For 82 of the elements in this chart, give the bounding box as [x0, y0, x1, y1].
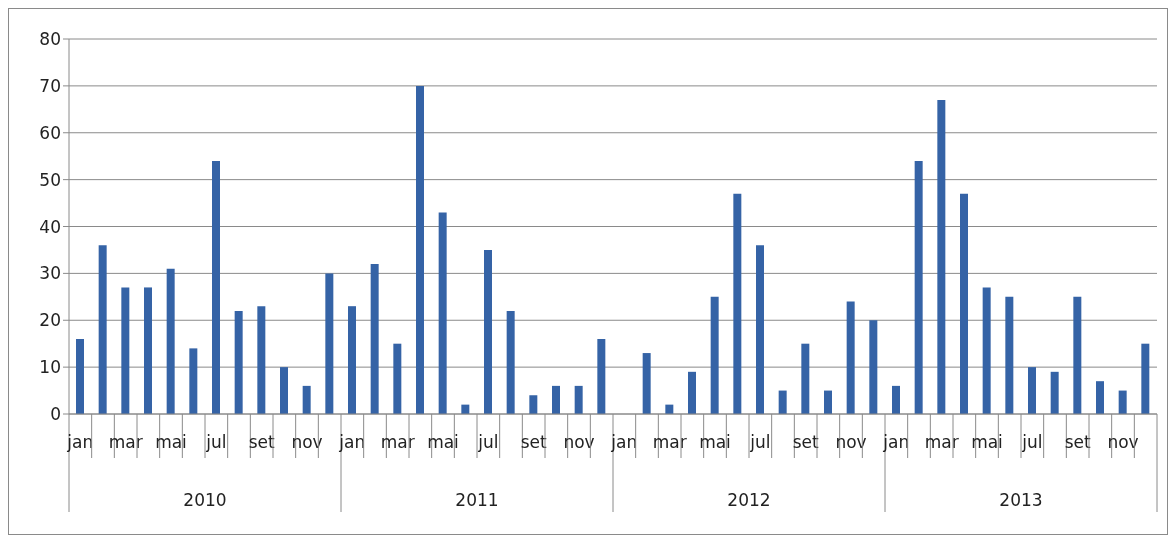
- bar: [1050, 371, 1059, 414]
- bar: [710, 296, 719, 414]
- bar: [1028, 367, 1036, 414]
- bar: [1096, 381, 1104, 414]
- y-tick-label: 80: [39, 29, 61, 50]
- bar: [189, 348, 198, 414]
- y-tick-label: 30: [39, 263, 61, 284]
- x-tick-label: mar: [652, 432, 687, 452]
- bar: [846, 301, 855, 414]
- bar: [438, 212, 447, 414]
- x-tick-label: jan: [882, 432, 910, 452]
- x-tick-label: mar: [380, 432, 415, 452]
- x-tick-label: set: [248, 432, 275, 452]
- bar: [1073, 296, 1082, 414]
- x-tick-label: jul: [1021, 432, 1043, 452]
- bar: [257, 306, 266, 414]
- x-tick-label: mai: [699, 432, 731, 452]
- bar: [960, 193, 968, 414]
- bar: [597, 339, 606, 414]
- y-tick-label: 70: [39, 75, 61, 96]
- x-tick-label: jul: [477, 432, 499, 452]
- x-tick-label: jan: [610, 432, 638, 452]
- x-tick-label: mai: [971, 432, 1003, 452]
- bar: [756, 245, 764, 414]
- bar: [574, 385, 583, 414]
- bar: [166, 268, 175, 414]
- bar: [98, 245, 107, 414]
- bar: [280, 367, 288, 414]
- bar: [370, 264, 379, 414]
- text: 2012: [727, 490, 771, 510]
- y-tick-label: 10: [39, 357, 61, 378]
- y-tick-label: 20: [39, 310, 61, 331]
- text: 2010: [183, 490, 227, 510]
- x-tick-label: jan: [338, 432, 366, 452]
- bar: [76, 339, 84, 414]
- text: 2011: [455, 490, 499, 510]
- bar: [212, 160, 220, 414]
- x-tick-label: jul: [749, 432, 771, 452]
- bar: [1005, 296, 1014, 414]
- bar: [302, 385, 311, 414]
- bar: [234, 310, 243, 414]
- bar: [778, 390, 787, 414]
- x-tick-label: mai: [427, 432, 459, 452]
- bar: [506, 310, 515, 414]
- bar: [144, 287, 152, 414]
- x-tick-label: nov: [291, 432, 323, 452]
- bar: [552, 385, 560, 414]
- y-tick-label: 50: [39, 169, 61, 190]
- y-tick-label: 0: [50, 404, 61, 425]
- bar: [824, 390, 832, 414]
- bar: [914, 160, 923, 414]
- x-tick-label: nov: [1107, 432, 1139, 452]
- x-tick-label: set: [520, 432, 547, 452]
- x-tick-label: nov: [563, 432, 595, 452]
- x-tick-label: mar: [108, 432, 143, 452]
- bar: [416, 85, 424, 414]
- bar: [484, 249, 492, 414]
- bar: [937, 99, 946, 414]
- bar: [733, 193, 742, 414]
- bar: [688, 371, 696, 414]
- bar: [325, 273, 334, 414]
- x-tick-label: nov: [835, 432, 867, 452]
- bar: [1118, 390, 1127, 414]
- bar: [393, 343, 402, 414]
- bar: [348, 306, 356, 414]
- y-tick-label: 40: [39, 216, 61, 237]
- x-tick-label: set: [1064, 432, 1091, 452]
- bar: [801, 343, 810, 414]
- x-tick-label: jul: [205, 432, 227, 452]
- x-tick-label: jan: [66, 432, 94, 452]
- x-tick-label: mar: [924, 432, 959, 452]
- bar: [642, 353, 651, 414]
- bar: [121, 287, 130, 414]
- bar: [892, 385, 900, 414]
- text: 2013: [999, 490, 1043, 510]
- x-tick-label: mai: [155, 432, 187, 452]
- bar: [529, 395, 538, 414]
- bar: [1141, 343, 1150, 414]
- bar: [982, 287, 991, 414]
- y-tick-label: 60: [39, 122, 61, 143]
- bar: [869, 320, 878, 414]
- x-tick-label: set: [792, 432, 819, 452]
